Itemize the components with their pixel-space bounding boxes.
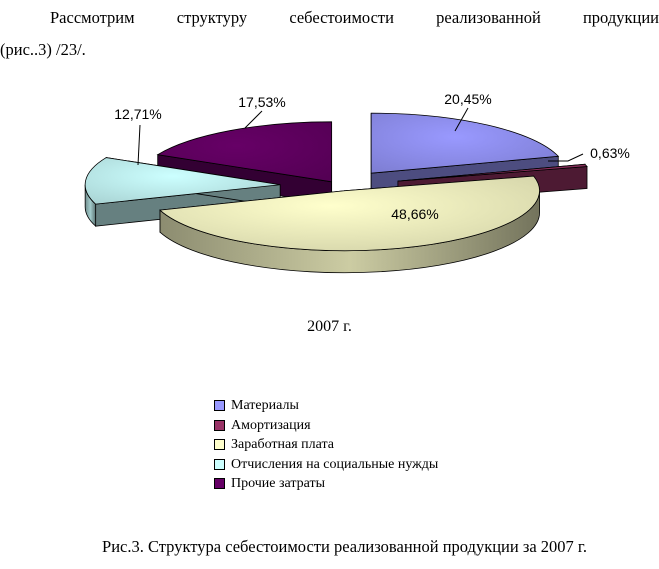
chart-title: 2007 г.	[307, 318, 352, 335]
leader-line	[548, 153, 584, 162]
intro-line-2: (рис..3) /23/.	[0, 40, 86, 59]
intro-line-1: Рассмотрим структуру себестоимости реали…	[50, 8, 659, 27]
leader-line	[454, 107, 469, 132]
leader-line	[244, 110, 263, 129]
label-depreciation: 0,63%	[590, 145, 630, 161]
intro-paragraph: Рассмотрим структуру себестоимости реали…	[0, 2, 659, 66]
legend-label: Амортизация	[231, 417, 311, 433]
legend-label: Прочие затраты	[231, 476, 326, 491]
leader-line	[137, 124, 141, 166]
legend-item-depreciation: Амортизация	[214, 416, 438, 436]
legend-swatch	[214, 419, 225, 431]
legend-swatch	[214, 439, 225, 451]
legend-swatch	[214, 478, 225, 490]
legend-item-materials: Материалы	[214, 396, 438, 416]
legend-label: Отчисления на социальные нужды	[231, 456, 439, 472]
chart-legend: Материалы Амортизация Заработная плата Отчи…	[214, 396, 438, 494]
label-wages: 48,66%	[391, 206, 438, 222]
label-materials: 20,45%	[444, 91, 491, 107]
label-social-contributions: 12,71%	[114, 106, 161, 122]
label-other-costs: 17,53%	[238, 94, 285, 110]
legend-item-other-costs: Прочие затраты	[214, 474, 438, 494]
legend-label: Материалы	[231, 398, 299, 413]
legend-item-social-contributions: Отчисления на социальные нужды	[214, 455, 438, 475]
legend-swatch	[214, 458, 225, 470]
legend-label: Заработная плата	[231, 437, 334, 452]
slice-social-contributions	[84, 157, 281, 228]
legend-swatch	[214, 400, 225, 412]
pie-chart: 20,45% 0,63% 48,66% 12,71% 17,53%	[84, 91, 630, 274]
legend-item-wages: Заработная плата	[214, 435, 438, 455]
figure-caption: Рис.3. Структура себестоимости реализова…	[102, 537, 587, 556]
slice-wages	[159, 175, 540, 274]
